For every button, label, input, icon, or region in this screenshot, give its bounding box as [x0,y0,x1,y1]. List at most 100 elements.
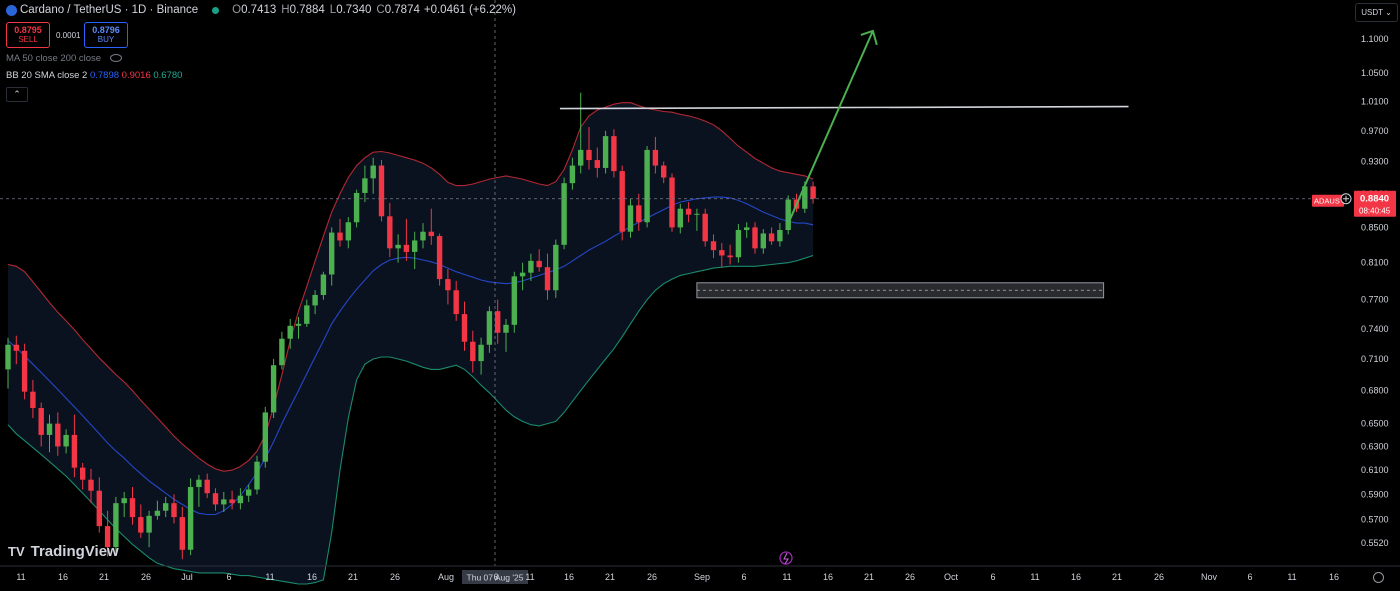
candle[interactable] [187,478,194,556]
candle[interactable] [320,271,327,300]
candle[interactable] [196,474,202,507]
candle[interactable] [312,290,318,315]
candle[interactable] [387,202,393,258]
lightning-icon[interactable] [779,551,793,565]
candle[interactable] [810,181,816,204]
candle[interactable] [212,488,219,511]
candle[interactable] [536,249,542,272]
candle[interactable] [138,504,144,538]
drawings[interactable] [0,29,1345,221]
sell-button[interactable]: 0.8795 SELL [6,22,50,48]
candle[interactable] [735,223,742,263]
candle[interactable] [777,223,783,247]
currency-dropdown[interactable]: USDT ⌄ [1355,3,1398,22]
candle[interactable] [21,343,28,400]
candle[interactable] [627,198,634,238]
candle[interactable] [129,487,136,525]
candle[interactable] [88,468,94,504]
candle[interactable] [511,271,517,333]
candle[interactable] [719,243,725,268]
candle[interactable] [295,316,302,339]
candle[interactable] [13,335,19,365]
candle[interactable] [553,239,559,298]
candle[interactable] [30,379,36,418]
candle[interactable] [420,223,426,249]
candle[interactable] [744,222,750,238]
candle[interactable] [470,330,476,373]
candle[interactable] [694,208,700,231]
candle[interactable] [163,496,169,518]
candle[interactable] [96,477,102,533]
collapse-legend-button[interactable]: ⌃ [6,87,28,102]
candle[interactable] [403,218,410,261]
candle[interactable] [254,455,260,495]
candle[interactable] [702,208,708,247]
candle[interactable] [760,229,766,254]
candle[interactable] [685,202,692,223]
ma-indicator-legend[interactable]: MA 50 close 200 close [6,53,122,64]
candle[interactable] [353,189,360,228]
candle[interactable] [428,208,434,245]
candle[interactable] [611,129,617,178]
candle[interactable] [287,318,293,349]
candle[interactable] [279,331,285,370]
candle[interactable] [652,136,659,174]
support-zone[interactable] [696,282,1105,299]
candle[interactable] [453,280,459,321]
candle[interactable] [644,146,650,228]
candle[interactable] [544,253,551,300]
candle[interactable] [46,414,53,453]
candle[interactable] [362,165,368,203]
candle[interactable] [669,173,675,232]
candle[interactable] [204,473,210,499]
candle[interactable] [104,510,111,557]
candle[interactable] [445,269,451,305]
candle[interactable] [329,227,335,286]
candle[interactable] [578,92,584,174]
candle[interactable] [478,337,484,375]
candle[interactable] [246,484,252,502]
candle[interactable] [436,233,443,286]
candle[interactable] [378,160,385,222]
candle[interactable] [179,506,185,560]
candle[interactable] [519,262,526,291]
candle[interactable] [636,193,642,231]
candle[interactable] [661,161,667,184]
candle[interactable] [461,301,468,351]
candle[interactable] [237,488,244,510]
projection-arrow-line[interactable] [788,30,874,221]
candle[interactable] [503,318,509,352]
candle[interactable] [528,253,534,281]
candle[interactable] [63,429,69,454]
candle[interactable] [38,402,44,447]
candle[interactable] [710,234,717,259]
candle[interactable] [495,299,501,344]
buy-button[interactable]: 0.8796 BUY [84,22,128,48]
candle[interactable] [113,496,119,554]
candle[interactable] [5,337,11,389]
candle[interactable] [262,406,268,468]
candle[interactable] [586,127,592,170]
candle[interactable] [80,462,86,490]
bb-indicator-legend[interactable]: BB 20 SMA close 2 0.7898 0.9016 0.6780 [6,70,182,81]
candle[interactable] [337,218,343,247]
candle[interactable] [270,359,277,418]
candle[interactable] [370,157,376,194]
settings-gear-icon[interactable] [1373,572,1384,583]
candle[interactable] [785,195,791,235]
candle[interactable] [561,177,567,250]
symbol-title[interactable]: Cardano / TetherUS · 1D · Binance [20,4,199,16]
candle[interactable] [154,500,161,520]
candle[interactable] [619,165,625,241]
candle[interactable] [171,494,177,524]
candle[interactable] [569,157,576,190]
candle[interactable] [345,217,351,249]
hidden-eye-icon[interactable] [109,54,122,63]
candle[interactable] [55,412,61,456]
candle[interactable] [768,227,775,245]
candle[interactable] [146,510,152,548]
candle[interactable] [412,231,418,270]
candle[interactable] [727,244,733,265]
candle[interactable] [677,203,683,234]
